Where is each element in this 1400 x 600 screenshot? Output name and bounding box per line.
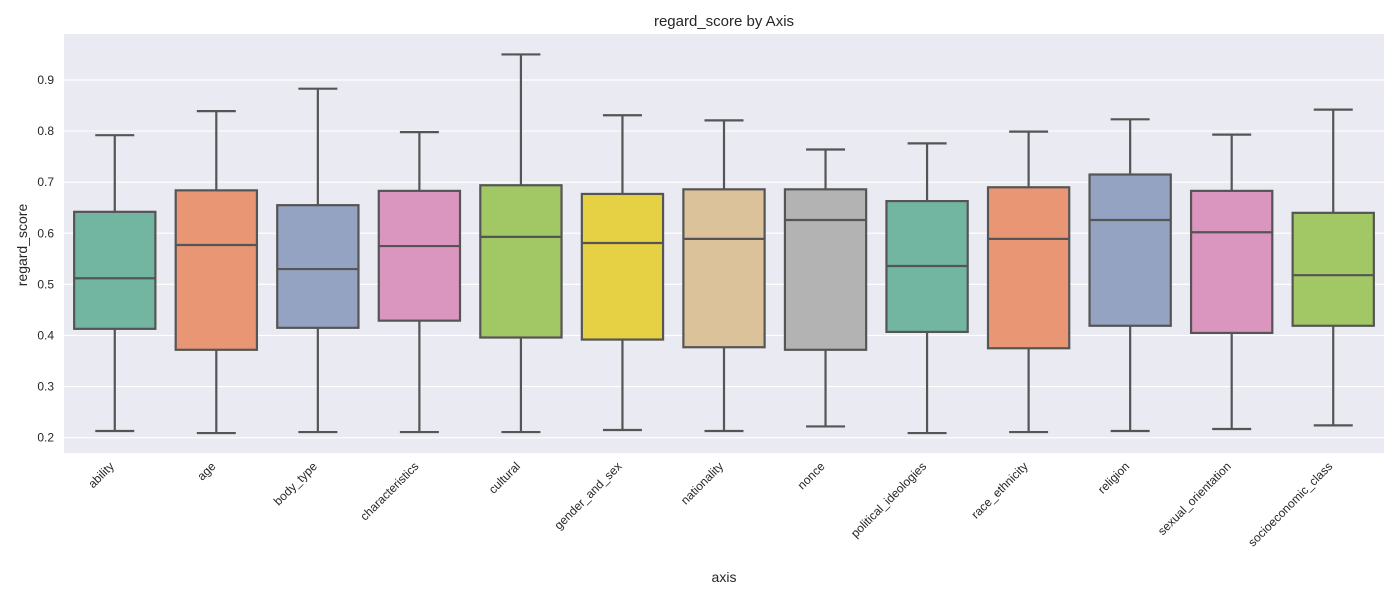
- iqr-box: [1291, 211, 1375, 327]
- iqr-box: [377, 189, 462, 322]
- iqr-box: [1189, 189, 1274, 335]
- y-tick-labels: 0.2 0.3 0.4 0.5 0.6 0.7 0.8 0.9: [37, 73, 54, 445]
- y-tick-label: 0.2: [37, 431, 54, 445]
- box-sexual_orientation: [1189, 133, 1274, 431]
- iqr-box: [479, 184, 563, 339]
- y-tick-label: 0.4: [37, 328, 54, 342]
- x-tick-label: nonce: [795, 459, 828, 492]
- x-tick-label: nationality: [678, 459, 726, 507]
- box-cultural: [479, 53, 563, 434]
- x-axis-label: axis: [712, 569, 737, 585]
- iqr-box: [1088, 173, 1172, 327]
- box-socioeconomic_class: [1291, 108, 1375, 427]
- x-tick-label: sexual_orientation: [1155, 459, 1234, 538]
- y-tick-label: 0.8: [37, 124, 54, 138]
- y-tick-label: 0.6: [37, 226, 54, 240]
- iqr-box: [276, 204, 360, 329]
- box-gender_and_sex: [580, 114, 665, 432]
- x-tick-label: age: [194, 459, 218, 483]
- box-age: [174, 110, 259, 435]
- boxes: [73, 53, 1375, 435]
- iqr-box: [174, 189, 259, 351]
- y-tick-label: 0.7: [37, 175, 54, 189]
- x-tick-label: characteristics: [357, 459, 421, 523]
- box-ability: [73, 134, 157, 433]
- x-tick-label: ability: [85, 459, 117, 491]
- box-characteristics: [377, 131, 462, 434]
- x-tick-label: gender_and_sex: [551, 459, 624, 532]
- chart-title: regard_score by Axis: [654, 13, 794, 30]
- box-race_ethnicity: [986, 130, 1071, 434]
- y-tick-label: 0.5: [37, 277, 54, 291]
- x-tick-label: political_ideologies: [848, 459, 929, 540]
- box-religion: [1088, 118, 1172, 433]
- box-body_type: [276, 87, 360, 434]
- box-political_ideologies: [885, 142, 969, 435]
- iqr-box: [682, 188, 766, 349]
- x-tick-label: race_ethnicity: [968, 459, 1030, 521]
- y-tick-label: 0.9: [37, 73, 54, 87]
- iqr-box: [783, 188, 868, 351]
- x-tick-label: body_type: [271, 459, 320, 508]
- y-tick-label: 0.3: [37, 380, 54, 394]
- iqr-box: [986, 186, 1071, 350]
- x-tick-labels: ability age body_type characteristics cultur…: [85, 459, 1335, 549]
- box-nationality: [682, 119, 766, 433]
- x-tick-label: socioeconomic_class: [1245, 459, 1335, 549]
- iqr-box: [73, 210, 157, 330]
- box-nonce: [783, 148, 868, 428]
- x-tick-label: cultural: [486, 459, 523, 496]
- y-axis-label: regard_score: [14, 204, 30, 287]
- iqr-box: [580, 192, 665, 341]
- x-tick-label: religion: [1095, 459, 1132, 496]
